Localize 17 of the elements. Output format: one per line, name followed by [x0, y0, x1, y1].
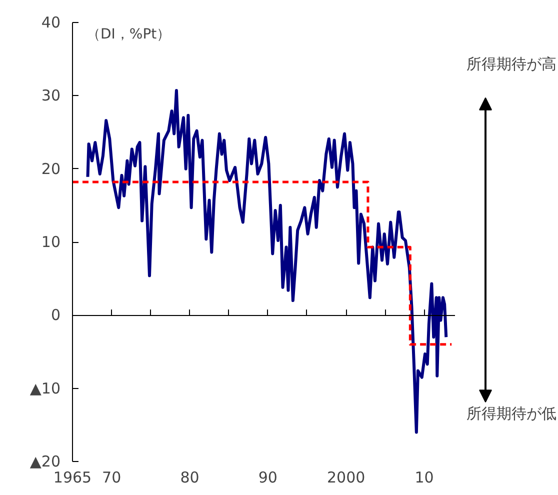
text: 所得期待が低: [466, 404, 556, 423]
x-tick-label: 1965: [53, 468, 92, 486]
y-tick-label: 0: [50, 306, 61, 324]
y-tick-label: 30: [41, 86, 61, 105]
x-tick-label: 90: [258, 468, 278, 486]
text: 所得期待が高: [466, 55, 556, 74]
y-axis-title: （DI，%Pt）: [86, 26, 171, 42]
y-tick-label: 40: [41, 14, 61, 32]
y-tick-label: ▲20: [30, 452, 60, 470]
y-tick-label: 20: [41, 160, 61, 178]
line-series: [86, 89, 448, 434]
x-tick-label: 80: [180, 468, 200, 486]
x-tick-label: 2000: [326, 468, 366, 486]
y-tick-label: 10: [41, 233, 61, 251]
x-tick-label: 70: [102, 468, 122, 486]
y-tick-label: ▲10: [30, 379, 60, 398]
x-tick-label: 10: [414, 468, 434, 486]
